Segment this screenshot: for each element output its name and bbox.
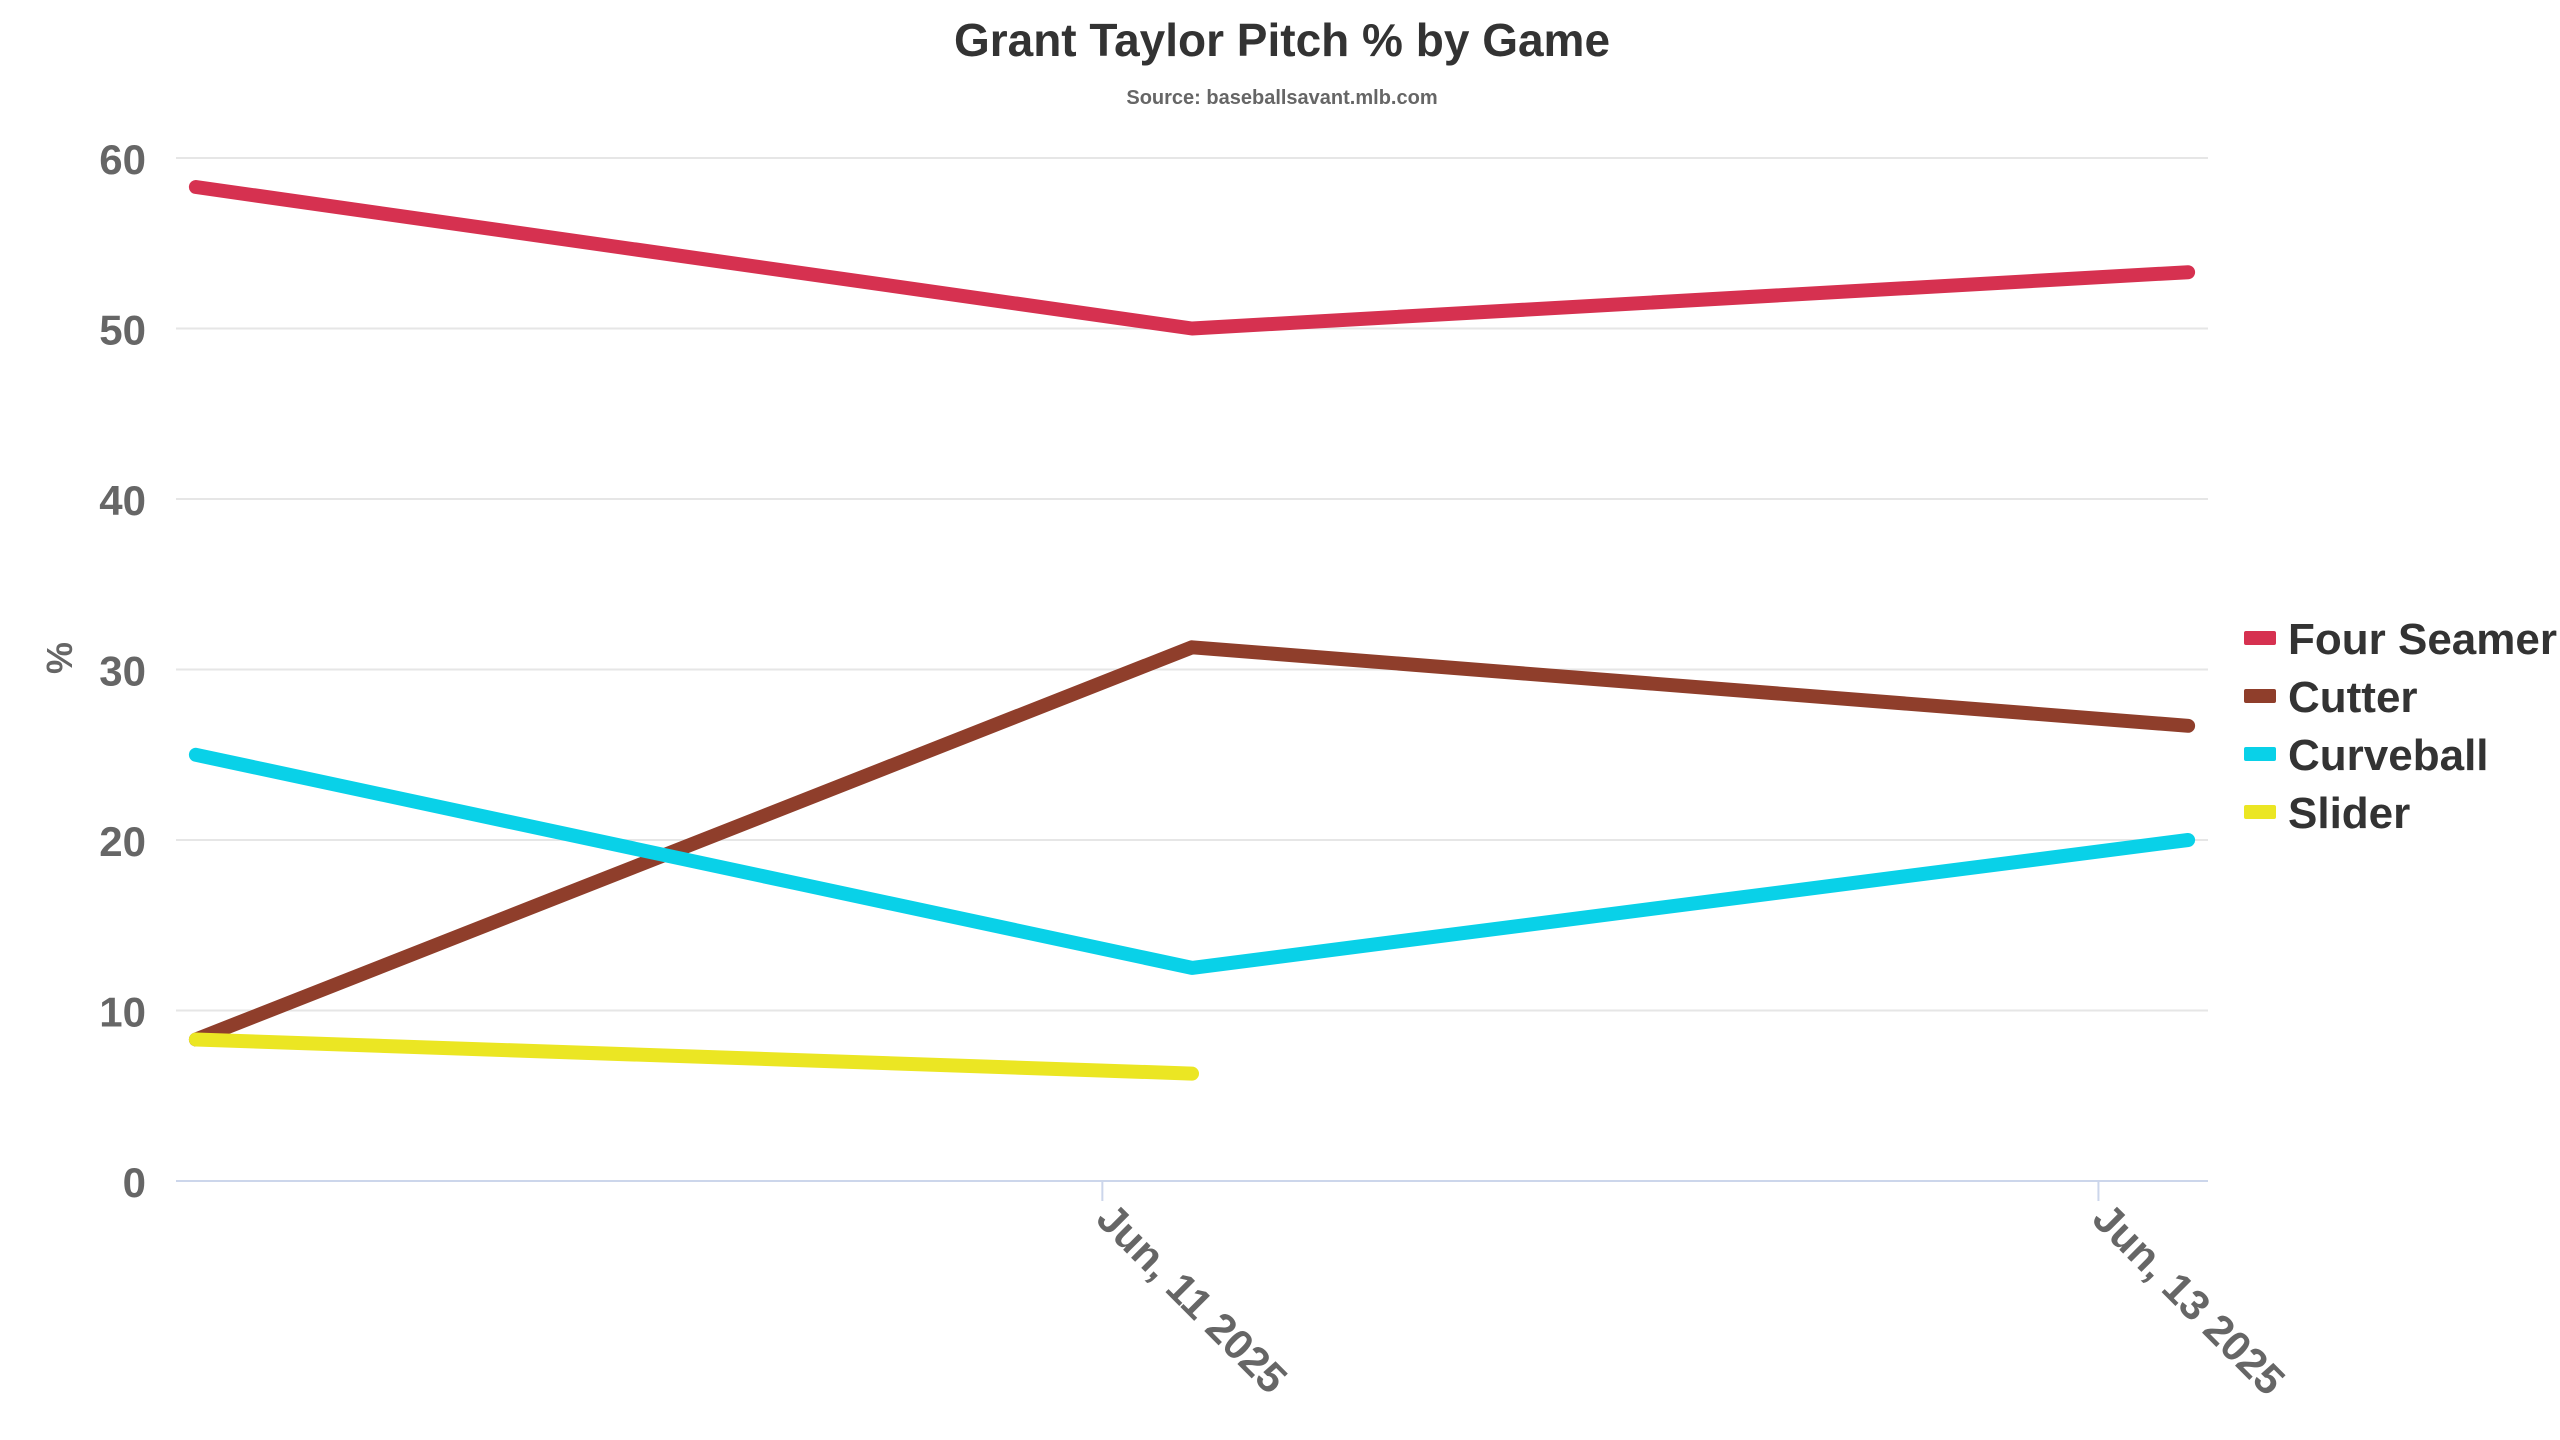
y-tick-label: 50	[99, 307, 146, 354]
legend[interactable]: Four Seamer Cutter Curveball Slider	[2244, 615, 2557, 838]
chart-title: Grant Taylor Pitch % by Game	[954, 14, 1610, 66]
y-axis-label: %	[39, 642, 80, 674]
legend-label: Four Seamer	[2288, 615, 2557, 664]
x-tick-label: Jun, 11 2025	[1088, 1194, 1296, 1402]
legend-item-curveball[interactable]: Curveball	[2244, 731, 2489, 780]
legend-label: Cutter	[2288, 673, 2418, 722]
legend-swatch	[2244, 747, 2276, 761]
legend-swatch	[2244, 689, 2276, 703]
y-axis-ticks: 0 10 20 30 40 50 60	[99, 136, 146, 1206]
legend-swatch	[2244, 631, 2276, 645]
series-line-curveball	[188, 747, 2196, 975]
y-tick-label: 10	[99, 989, 146, 1036]
x-tick-label: Jun, 13 2025	[2084, 1194, 2294, 1404]
y-tick-label: 30	[99, 648, 146, 695]
series-line-cutter	[188, 640, 2196, 1047]
series-line-slider	[188, 1032, 1199, 1081]
series-line-four-seamer	[188, 180, 2196, 336]
y-tick-label: 40	[99, 477, 146, 524]
chart-subtitle: Source: baseballsavant.mlb.com	[1126, 87, 1437, 109]
legend-label: Slider	[2288, 789, 2410, 838]
legend-item-four-seamer[interactable]: Four Seamer	[2244, 615, 2557, 664]
series-lines	[188, 180, 2196, 1081]
legend-item-slider[interactable]: Slider	[2244, 789, 2410, 838]
y-tick-label: 0	[123, 1159, 146, 1206]
legend-item-cutter[interactable]: Cutter	[2244, 673, 2418, 722]
legend-swatch	[2244, 805, 2276, 819]
legend-label: Curveball	[2288, 731, 2489, 780]
y-tick-label: 20	[99, 818, 146, 865]
y-tick-label: 60	[99, 136, 146, 183]
x-axis-ticks: Jun, 11 2025 Jun, 13 2025	[1088, 1181, 2294, 1404]
